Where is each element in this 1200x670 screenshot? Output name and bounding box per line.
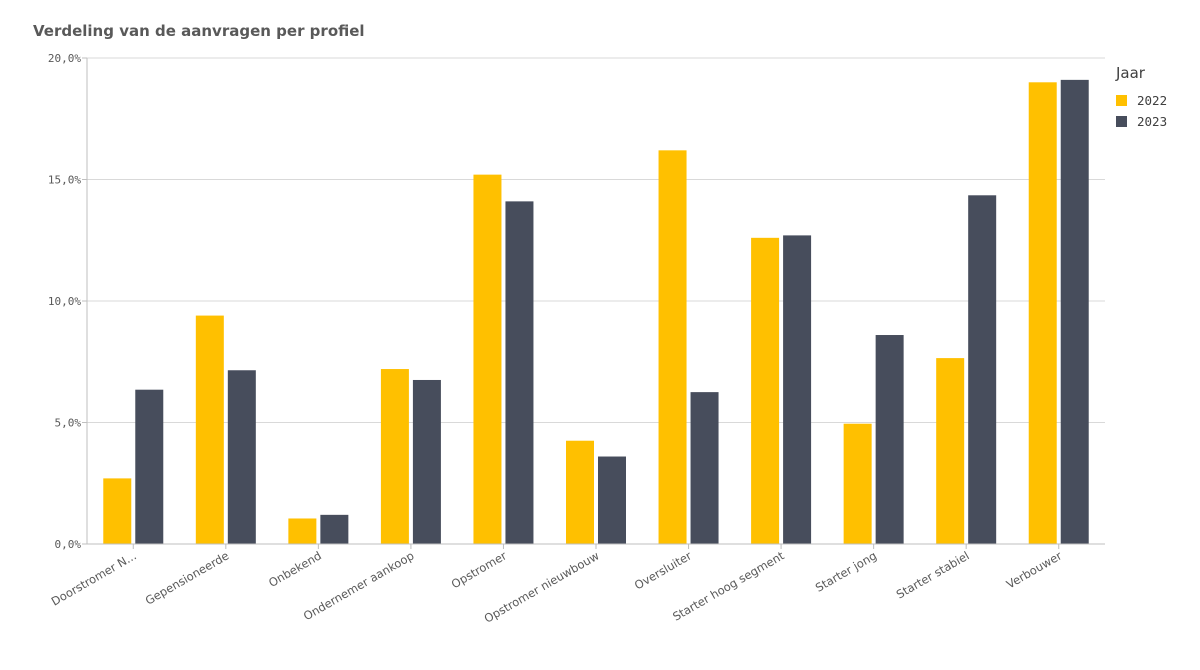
bar-chart: 0,0% 5,0% 10,0% 15,0% 20,0% Doorstromer N...… bbox=[48, 52, 1105, 626]
x-tick-label: Starter stabiel bbox=[894, 548, 972, 601]
x-tick-label: Doorstromer N... bbox=[49, 548, 139, 608]
y-tick-label: 10,0% bbox=[48, 295, 81, 308]
bars bbox=[103, 79, 1089, 545]
bar-2022-9[interactable] bbox=[936, 358, 965, 544]
bar-2022-5[interactable] bbox=[566, 440, 594, 544]
bar-2022-7[interactable] bbox=[751, 237, 780, 544]
legend-swatch-2023 bbox=[1116, 116, 1127, 127]
bar-2023-1[interactable] bbox=[227, 370, 256, 544]
bar-2022-4[interactable] bbox=[473, 174, 502, 544]
bar-2023-9[interactable] bbox=[968, 195, 997, 545]
legend-item-2022[interactable]: 2022 bbox=[1116, 90, 1167, 111]
bar-2023-2[interactable] bbox=[320, 514, 349, 544]
gridlines bbox=[87, 57, 1105, 423]
legend-item-2023[interactable]: 2023 bbox=[1116, 111, 1167, 132]
x-tick-label: Starter jong bbox=[813, 548, 879, 594]
axes bbox=[86, 58, 1105, 545]
x-tick-label: Verbouwer bbox=[1004, 548, 1065, 591]
y-axis-ticks: 0,0% 5,0% 10,0% 15,0% 20,0% bbox=[48, 52, 87, 551]
y-tick-label: 5,0% bbox=[55, 417, 82, 430]
bar-2023-4[interactable] bbox=[505, 201, 534, 544]
chart-title: Verdeling van de aanvragen per profiel bbox=[33, 22, 365, 40]
bar-2023-0[interactable] bbox=[135, 389, 164, 544]
x-tick-label: Onbekend bbox=[266, 548, 324, 589]
x-axis-labels: Doorstromer N... Gepensioneerde OnbekendOn… bbox=[49, 544, 1065, 626]
legend: Jaar 2022 2023 bbox=[1116, 64, 1167, 132]
legend-label-2023: 2023 bbox=[1137, 114, 1168, 129]
x-tick-label: Gepensioneerde bbox=[143, 548, 232, 607]
bar-2023-6[interactable] bbox=[690, 392, 719, 544]
bar-2023-7[interactable] bbox=[783, 235, 812, 544]
bar-2023-3[interactable] bbox=[412, 379, 441, 544]
bar-2022-6[interactable] bbox=[658, 150, 687, 544]
bar-2023-10[interactable] bbox=[1060, 79, 1089, 545]
legend-title: Jaar bbox=[1116, 64, 1145, 82]
y-tick-label: 0,0% bbox=[55, 538, 82, 551]
bar-2023-5[interactable] bbox=[598, 456, 626, 544]
bar-2023-8[interactable] bbox=[875, 335, 904, 544]
x-tick-label: Opstromer bbox=[449, 548, 509, 591]
bar-2022-3[interactable] bbox=[380, 369, 409, 544]
bar-2022-2[interactable] bbox=[288, 518, 317, 544]
bar-2022-8[interactable] bbox=[843, 423, 872, 544]
y-tick-label: 15,0% bbox=[48, 174, 81, 187]
y-tick-label: 20,0% bbox=[48, 52, 81, 65]
bar-2022-10[interactable] bbox=[1028, 82, 1057, 545]
legend-label-2022: 2022 bbox=[1137, 93, 1168, 108]
bar-2022-0[interactable] bbox=[103, 478, 132, 544]
bar-2022-1[interactable] bbox=[195, 315, 224, 544]
legend-swatch-2022 bbox=[1116, 95, 1127, 106]
x-tick-label: Oversluiter bbox=[632, 548, 694, 592]
